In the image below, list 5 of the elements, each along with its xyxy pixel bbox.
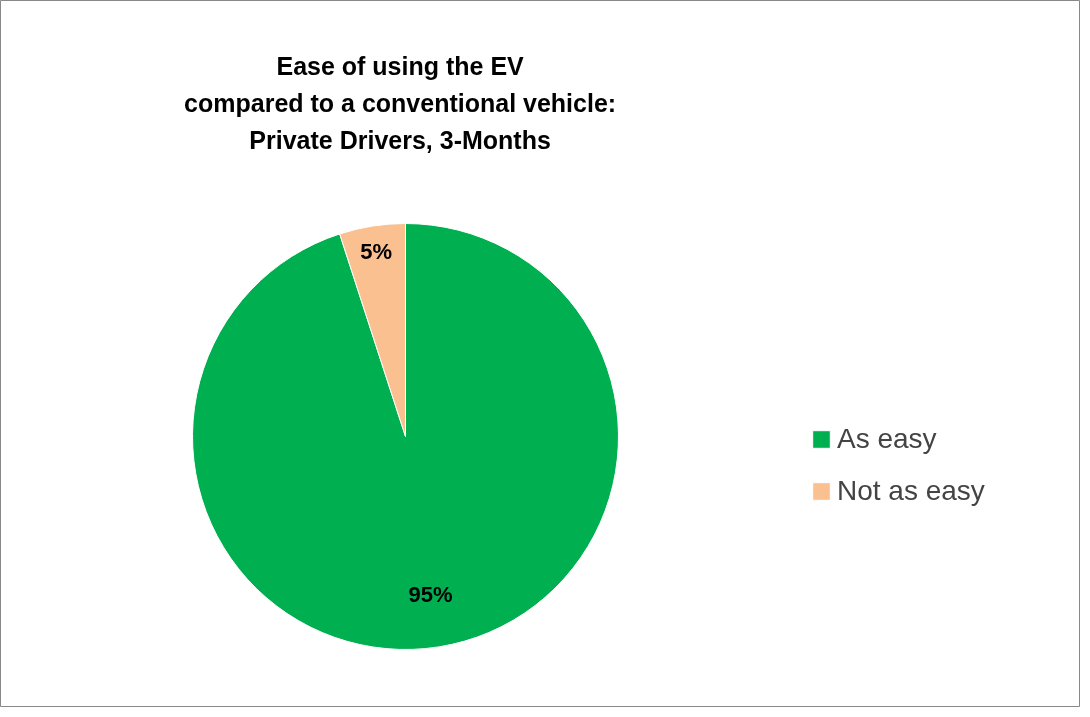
chart-title: Ease of using the EV compared to a conventional vehicle: Private Drivers, 3-Months [184, 51, 617, 154]
data-label: 95% [408, 581, 453, 607]
data-label: 5% [360, 238, 393, 264]
legend-label: As easy [837, 423, 937, 455]
legend-label: Not as easy [837, 475, 985, 507]
